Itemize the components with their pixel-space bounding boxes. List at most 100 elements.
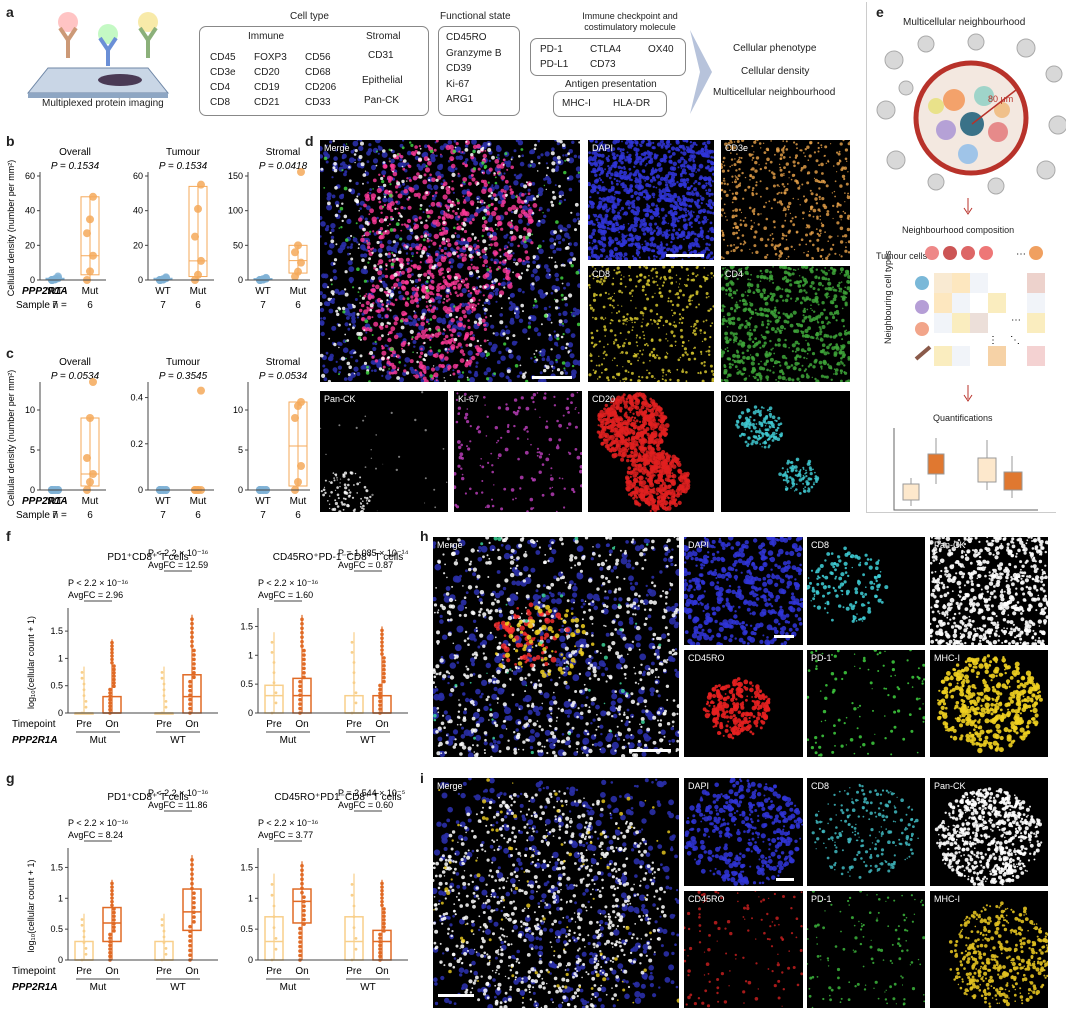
data-point (380, 632, 384, 637)
data-point (89, 192, 97, 201)
microscopy-texture (702, 677, 771, 740)
p-value: P = 0.0534 (259, 371, 308, 382)
data-point (84, 947, 88, 950)
p-value: P < 2.2 × 10⁻¹⁶ (68, 818, 129, 828)
gene-label: PPP2R1A (22, 496, 68, 507)
data-point (272, 661, 276, 664)
panel-label-f: f (6, 528, 11, 544)
timepoint-label: Pre (76, 966, 92, 977)
sample-n: 6 (295, 300, 301, 311)
data-point (380, 888, 384, 893)
data-point (162, 682, 166, 686)
panel-label-g: g (6, 770, 15, 786)
scale-bar-i2 (776, 878, 794, 881)
data-point (272, 904, 276, 908)
data-point (352, 926, 356, 929)
y-tick-label: 1.5 (50, 862, 63, 872)
immune-title: Immune (248, 31, 285, 42)
i-mhc1-image: MHC-I (930, 891, 1048, 1008)
data-point (302, 648, 306, 653)
data-point (298, 702, 302, 706)
p-value: P = 0.0534 (51, 371, 100, 382)
output-arrow (690, 30, 712, 114)
data-point (80, 670, 84, 674)
data-point (302, 657, 306, 662)
data-point (112, 929, 116, 933)
data-point (112, 925, 116, 929)
data-point (300, 635, 304, 639)
data-point (108, 947, 112, 951)
data-point (112, 664, 116, 668)
microscopy-texture (684, 537, 803, 645)
timepoint-title: Timepoint (12, 719, 56, 730)
data-point (270, 883, 274, 886)
sample-label: Sample n = (16, 300, 67, 311)
marker-ox40: OX40 (648, 44, 674, 55)
data-point (352, 671, 356, 674)
i-label-pd1: PD-1 (811, 894, 832, 904)
data-point (108, 707, 112, 712)
y-tick-label: 50 (233, 240, 243, 250)
fold-change: AvgFC = 0.87 (338, 560, 393, 570)
data-point (300, 886, 304, 890)
timepoint-label: Pre (346, 719, 362, 730)
chart-title: Tumour (166, 357, 201, 368)
data-point (190, 644, 194, 648)
data-point (190, 862, 194, 867)
data-point (294, 267, 302, 276)
timepoint-label: On (185, 719, 198, 730)
data-point (190, 635, 194, 639)
group-label: WT (47, 496, 63, 507)
data-point (352, 904, 356, 908)
microscopy-texture (930, 537, 1048, 645)
y-tick-label: 0.5 (240, 679, 253, 689)
data-point (380, 899, 384, 904)
density-chart-c: Cellular density (number per mm²) Overall… (6, 357, 310, 521)
fold-change: AvgFC = 8.24 (68, 830, 123, 840)
data-point (86, 215, 94, 224)
data-point (110, 881, 114, 886)
h-label-mhc1: MHC-I (934, 653, 960, 663)
p-value: P = 2.544 × 10⁻⁵ (338, 788, 406, 798)
i-pd1-image: PD-1 (807, 891, 925, 1008)
data-point (378, 936, 382, 940)
checkpoint-box (530, 38, 686, 76)
data-point (302, 904, 306, 908)
gene-label: PPP2R1A (12, 735, 58, 746)
data-point (112, 918, 116, 922)
data-point (108, 701, 112, 705)
h-cd45ro-image: CD45RO (684, 650, 803, 757)
fold-change: AvgFC = 2.96 (68, 590, 123, 600)
antibody-yellow-icon (138, 12, 158, 58)
gene-label: PPP2R1A (22, 286, 68, 297)
data-point (378, 939, 382, 944)
data-point (272, 671, 276, 674)
d-cd4-image: CD4 (721, 266, 850, 382)
data-point (302, 917, 306, 922)
data-point (298, 684, 302, 689)
data-point (298, 949, 302, 953)
data-point (298, 935, 302, 940)
y-tick-label: 60 (133, 171, 143, 181)
data-point (382, 910, 386, 915)
data-point (382, 907, 386, 911)
p-value: P = 0.0418 (259, 161, 308, 172)
data-point (110, 657, 114, 662)
chart-title: PD1⁺CD8⁺ T cells (107, 792, 188, 803)
i-merge-image: Merge (433, 778, 679, 1008)
data-point (188, 953, 192, 958)
i-panck-image: Pan-CK (930, 778, 1048, 886)
data-point (380, 628, 384, 633)
data-point (190, 877, 194, 881)
data-point (160, 670, 164, 674)
data-point (112, 907, 116, 911)
data-point (350, 651, 354, 654)
data-point (294, 478, 302, 486)
data-point (162, 273, 170, 282)
count-chart-g: log₁₀(cellular count + 1) PD1⁺CD8⁺ T cell… (12, 788, 408, 993)
data-point (89, 470, 97, 478)
data-point (188, 934, 192, 938)
microscopy-texture (433, 778, 679, 1008)
checkpoint-title: Immune checkpoint and costimulatory mole… (582, 11, 678, 32)
imaging-caption: Multiplexed protein imaging (42, 98, 164, 109)
